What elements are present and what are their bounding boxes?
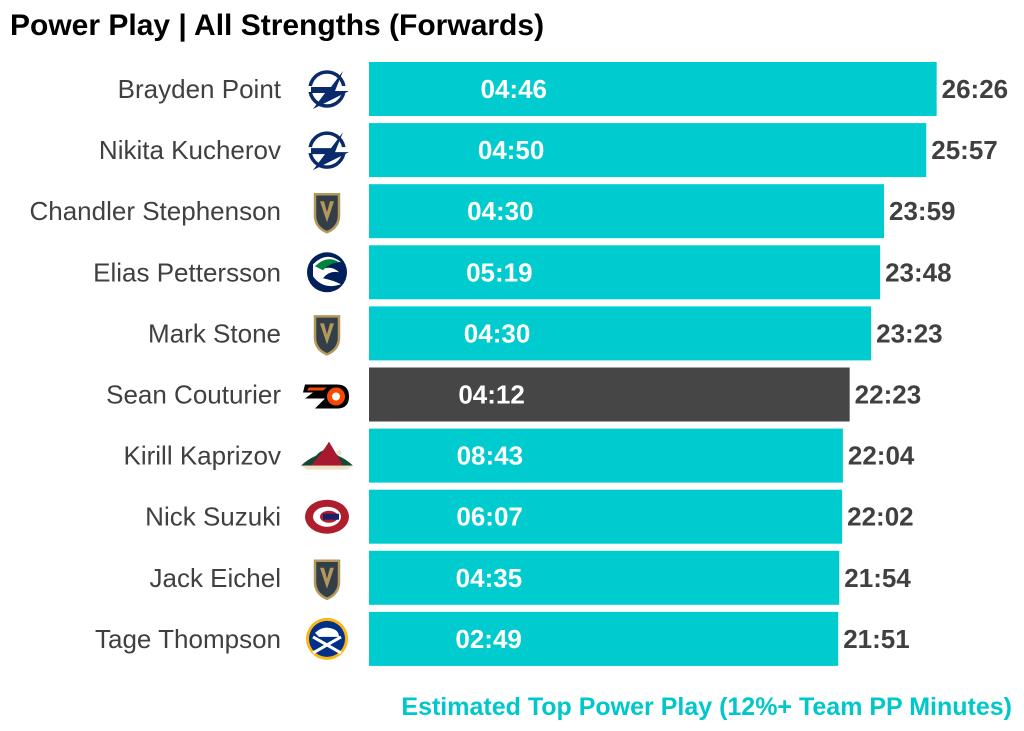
power-play-label: 06:07 [456,502,523,532]
philadelphia-flyers-logo-icon [303,384,349,409]
power-play-label: 04:35 [456,563,523,593]
player-name: Nick Suzuki [145,502,281,532]
power-play-label: 04:46 [480,74,547,104]
chart-caption: Estimated Top Power Play (12%+ Team PP M… [401,693,1012,721]
power-play-label: 02:49 [455,624,522,654]
vegas-golden-knights-logo-icon [313,192,341,234]
total-toi-label: 21:54 [844,563,911,593]
bar [369,367,850,422]
total-toi-label: 25:57 [931,135,998,165]
bar [369,245,881,300]
total-toi-label: 22:02 [847,502,914,532]
total-toi-label: 23:59 [889,196,956,226]
player-name: Nikita Kucherov [99,135,281,165]
bar [369,611,839,666]
player-name: Chandler Stephenson [29,196,281,226]
power-play-label: 05:19 [466,257,533,287]
power-play-label: 04:30 [467,196,534,226]
player-name: Sean Couturier [106,380,281,410]
power-play-label: 04:12 [458,380,525,410]
vegas-golden-knights-logo-icon [313,559,341,601]
total-toi-label: 22:23 [855,380,922,410]
player-name: Kirill Kaprizov [124,441,282,471]
total-toi-label: 22:04 [848,441,915,471]
total-toi-label: 21:51 [843,624,910,654]
bar [369,550,840,605]
buffalo-sabres-logo-icon [306,617,348,660]
bar [369,62,937,116]
bar [369,428,843,483]
player-name: Tage Thompson [95,624,281,654]
power-play-label: 08:43 [457,441,524,471]
chart-title: Power Play | All Strengths (Forwards) [10,9,544,42]
vegas-golden-knights-logo-icon [313,315,341,356]
vancouver-canucks-logo-icon [307,252,347,293]
bar [369,123,927,178]
bar [369,306,872,361]
minnesota-wild-logo-icon [301,441,353,470]
power-play-label: 04:30 [464,318,531,348]
bar [369,184,885,239]
player-name: Mark Stone [148,318,281,348]
player-name: Jack Eichel [150,563,282,593]
montreal-canadiens-logo-icon [305,499,349,534]
power-play-label: 04:50 [478,135,545,165]
bar [369,489,843,544]
total-toi-label: 23:48 [885,257,952,287]
tampa-bay-lightning-logo-icon [305,70,349,109]
total-toi-label: 26:26 [942,74,1009,104]
tampa-bay-lightning-logo-icon [305,131,349,171]
chart-rows: Brayden Point 04:46 26:26 Nikita Kucherov 04… [29,62,1008,666]
player-name: Brayden Point [118,74,282,104]
total-toi-label: 23:23 [876,318,943,348]
player-name: Elias Pettersson [93,257,281,287]
